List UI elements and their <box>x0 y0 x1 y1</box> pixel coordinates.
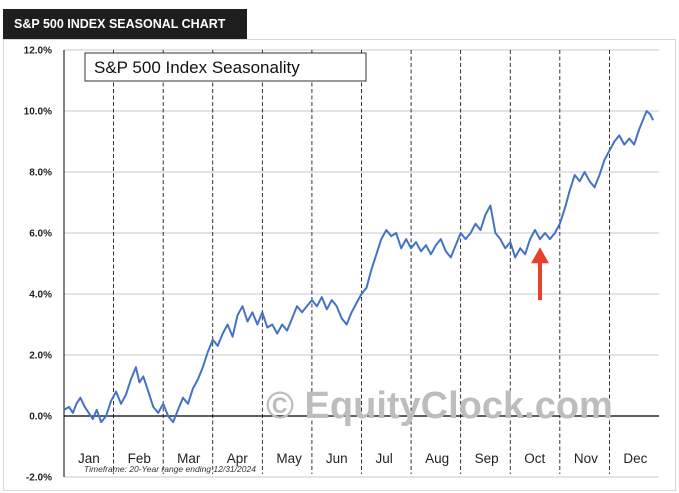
y-tick-label: 6.0% <box>29 229 52 240</box>
x-tick-label: Feb <box>128 451 151 466</box>
x-tick-label: Jun <box>326 451 348 466</box>
chart-title-box: S&P 500 Index Seasonality <box>84 52 367 82</box>
watermark-text: © EquityClock.com <box>266 385 613 427</box>
y-tick-label: 8.0% <box>29 168 52 179</box>
x-tick-label: Sep <box>475 451 499 466</box>
x-tick-label: May <box>276 451 302 466</box>
series-layer <box>63 110 654 424</box>
seasonality-series-line <box>63 110 654 424</box>
grid-layer <box>63 49 659 478</box>
chart-title-border <box>84 52 367 82</box>
label-layer: 12.0% 10.0% 8.0% 6.0% 4.0% 2.0% 0.0% -2.0% Jan Fe… <box>24 46 648 484</box>
x-tick-label: Apr <box>227 451 249 466</box>
annotation-layer <box>531 247 549 301</box>
y-tick-label: 4.0% <box>29 290 52 301</box>
arrow-head <box>531 247 549 264</box>
y-tick-label: 2.0% <box>29 351 52 362</box>
x-tick-label: Nov <box>574 451 598 466</box>
x-tick-label: Aug <box>425 451 449 466</box>
x-tick-label: Mar <box>177 451 201 466</box>
chart-frame <box>3 39 676 491</box>
y-tick-label: 0.0% <box>29 412 52 423</box>
x-tick-label: Oct <box>524 451 545 466</box>
x-tick-label: Jul <box>376 451 393 466</box>
y-tick-label: -2.0% <box>26 473 52 484</box>
x-tick-label: Jan <box>78 451 100 466</box>
timeframe-note: Timeframe: 20-Year range ending 12/31/20… <box>84 464 256 474</box>
chart-title: S&P 500 Index Seasonality <box>94 58 300 77</box>
y-tick-label: 12.0% <box>24 46 52 57</box>
x-tick-label: Dec <box>623 451 647 466</box>
chart-banner: S&P 500 INDEX SEASONAL CHART <box>3 9 247 39</box>
y-tick-label: 10.0% <box>24 107 52 118</box>
